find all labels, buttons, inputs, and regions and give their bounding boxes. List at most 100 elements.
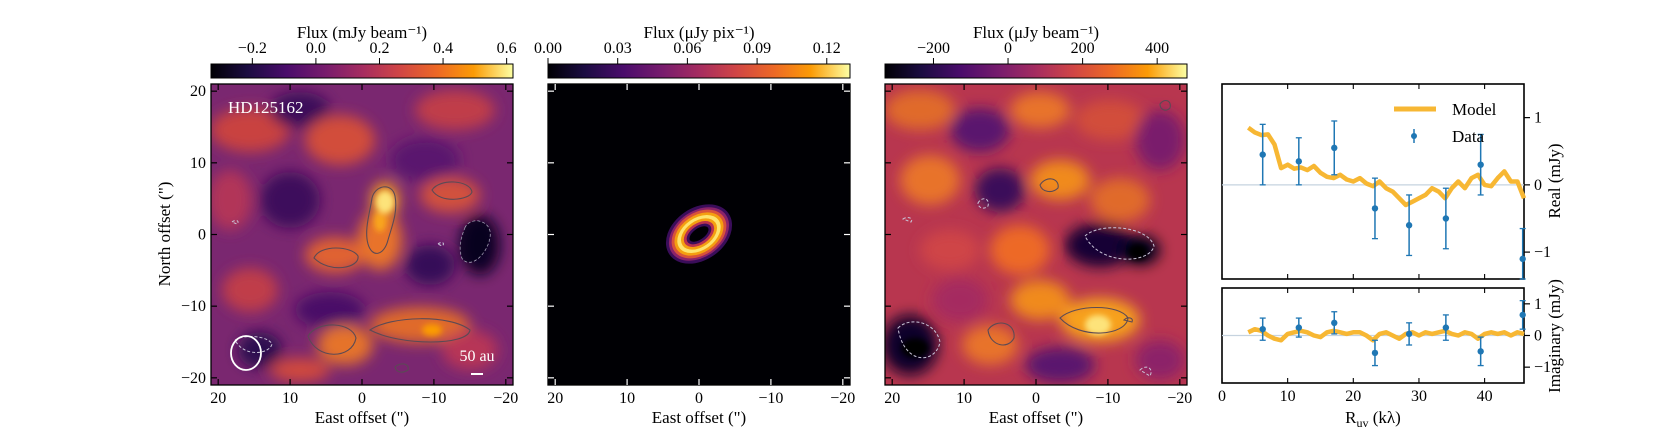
data-point: [1295, 324, 1303, 331]
y-tick-label: 1: [1534, 296, 1542, 313]
y-axis-label: North offset ("): [155, 182, 174, 287]
data-point: [1331, 144, 1338, 152]
x-axis-label-symbol: R: [1345, 408, 1357, 427]
data-point: [1405, 330, 1413, 338]
x-tick-label: 0: [1032, 390, 1040, 407]
x-tick-label: 10: [619, 390, 635, 407]
x-tick-label: −10: [1095, 390, 1120, 407]
y-axis-label-real: Real (mJy): [1545, 143, 1564, 218]
panel-model: Flux (μJy pix⁻¹) 0.00 0.03 0.06 0.09 0.12 20…: [534, 23, 855, 427]
x-tick-label: 30: [1411, 388, 1427, 405]
x-tick-label: −20: [493, 390, 518, 407]
x-tick-label: 10: [956, 390, 972, 407]
image-model: [548, 84, 850, 385]
colorbar-tick-label: 0.03: [604, 40, 632, 57]
data-point: [1331, 319, 1338, 327]
data-point: [1442, 215, 1450, 222]
target-label: HD125162: [228, 98, 304, 117]
x-axis-label-observed: East offset ("): [315, 408, 409, 427]
colorbar-observed-label: Flux (mJy beam⁻¹): [297, 23, 427, 42]
y-tick-label: −20: [181, 370, 206, 387]
data-point: [1477, 161, 1484, 168]
y-tick-label: −10: [181, 298, 206, 315]
colorbar-model: [547, 63, 851, 79]
y-tick-label: 20: [190, 83, 206, 100]
x-tick-label: 20: [210, 390, 226, 407]
data-point: [1519, 311, 1526, 319]
colorbar-tick-label: 200: [1071, 40, 1095, 57]
x-tick-label: −20: [830, 390, 855, 407]
colorbar-tick-label: 0.12: [813, 40, 841, 57]
y-tick-label: 0: [1534, 177, 1542, 194]
colorbar-tick-label: 0.00: [534, 40, 562, 57]
colorbar-tick-label: 0.4: [433, 40, 453, 57]
colorbar-model-ticks: 0.00 0.03 0.06 0.09 0.12: [534, 40, 841, 64]
y-tick-label: 1: [1534, 110, 1542, 127]
beam-ellipse: [230, 335, 262, 371]
x-axis-label-residual: East offset ("): [989, 408, 1083, 427]
x-tick-label: 20: [1345, 388, 1361, 405]
colorbar-model-label: Flux (μJy pix⁻¹): [643, 23, 754, 42]
y-tick-label: 0: [1534, 328, 1542, 345]
y-axis-label-imag: Imaginary (mJy): [1545, 279, 1564, 393]
scalebar-label: 50 au: [459, 348, 494, 365]
data-point: [1259, 325, 1266, 333]
colorbar-tick-label: 0.09: [743, 40, 771, 57]
image-residual: [885, 84, 1187, 385]
data-point: [1371, 349, 1379, 357]
x-tick-label: −10: [758, 390, 783, 407]
data-point: [1405, 222, 1413, 229]
model-line: [1246, 125, 1527, 208]
data-point: [1259, 151, 1266, 158]
x-tick-label: 20: [884, 390, 900, 407]
y-tick-label: −1: [1534, 244, 1551, 261]
colorbar-tick-label: 0.0: [306, 40, 326, 57]
colorbar-observed: [210, 63, 514, 79]
colorbar-tick-label: 0.06: [673, 40, 701, 57]
x-tick-label: 0: [358, 390, 366, 407]
plot-real: −1 0 1: [1221, 84, 1551, 280]
x-axis-label-subscript: uv: [1357, 416, 1369, 430]
x-tick-label: 0: [695, 390, 703, 407]
x-tick-label: 40: [1477, 388, 1493, 405]
image-observed: [211, 84, 513, 385]
colorbar-residual-label: Flux (μJy beam⁻¹): [973, 23, 1099, 42]
colorbar-residual-ticks: −200 0 200 400: [917, 40, 1169, 64]
axes-ticks-residual: 20 10 0 −10 −20: [884, 84, 1192, 407]
colorbar-tick-label: 400: [1145, 40, 1169, 57]
data-point: [1477, 348, 1484, 355]
data-point: [1371, 205, 1379, 212]
x-tick-label: 10: [1280, 388, 1296, 405]
colorbar-tick-label: 0.6: [497, 40, 517, 57]
axes-ticks-model: 20 10 0 −10 −20: [547, 84, 855, 407]
colorbar-tick-label: −200: [917, 40, 950, 57]
x-axis-label-unit: (kλ): [1369, 408, 1401, 427]
colorbar-residual: [884, 63, 1188, 79]
x-axis-label-model: East offset ("): [652, 408, 746, 427]
legend-model-label: Model: [1452, 100, 1497, 119]
legend: Model Data: [1394, 100, 1497, 146]
x-tick-label: −10: [421, 390, 446, 407]
legend-data-marker: [1411, 133, 1417, 139]
x-tick-label: −20: [1167, 390, 1192, 407]
y-tick-label: −1: [1534, 359, 1551, 376]
panel-observed: Flux (mJy beam⁻¹) −0.2 0.0 0.2 0.4 0.6: [155, 23, 518, 427]
data-point: [1295, 158, 1303, 165]
x-tick-label: 0: [1218, 388, 1226, 405]
data-point: [1519, 255, 1526, 263]
colorbar-tick-label: 0: [1004, 40, 1012, 57]
colorbar-tick-label: 0.2: [369, 40, 389, 57]
model-line: [1247, 326, 1525, 343]
y-tick-label: 10: [190, 155, 206, 172]
x-tick-label: 20: [547, 390, 563, 407]
x-axis-label-visibility: Ruv (kλ): [1345, 408, 1401, 430]
axes-frame-real: [1221, 83, 1525, 280]
colorbar-observed-ticks: −0.2 0.0 0.2 0.4 0.6: [238, 40, 517, 64]
colorbar-tick-label: −0.2: [238, 40, 267, 57]
panel-residual: Flux (μJy beam⁻¹) −200 0 200 400: [884, 23, 1192, 427]
data-point: [1442, 324, 1450, 331]
